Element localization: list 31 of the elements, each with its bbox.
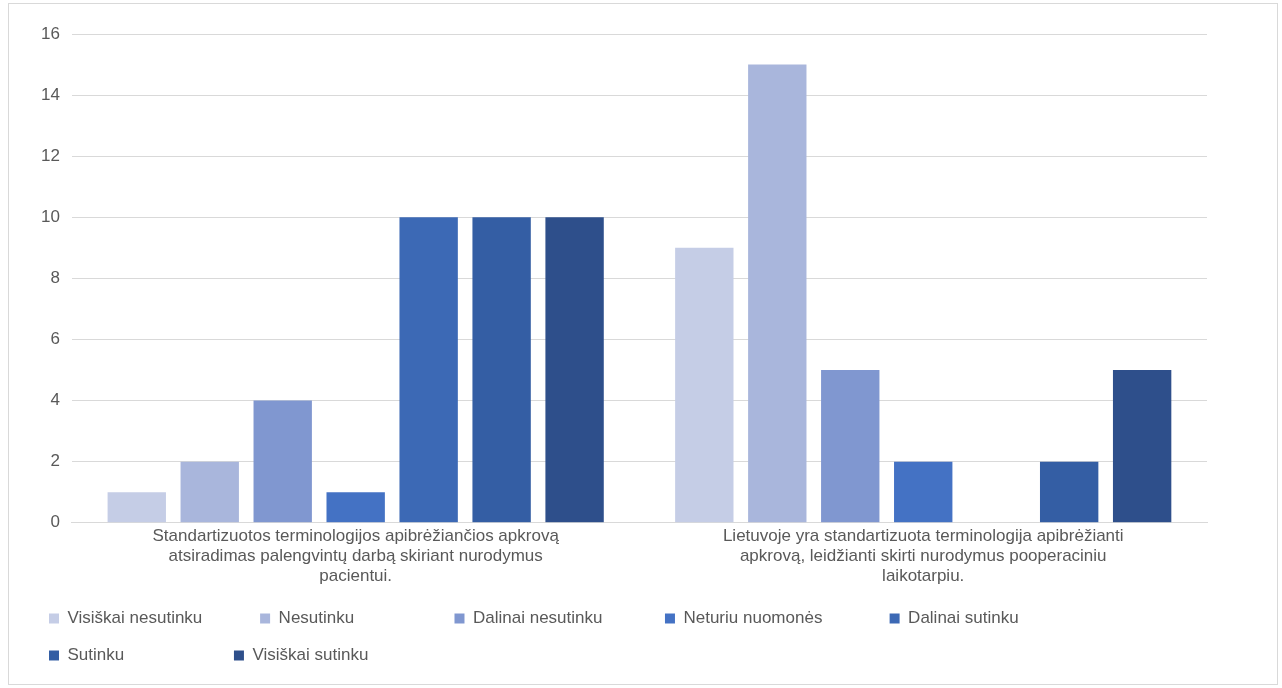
legend-label: Dalinai nesutinku [472,608,645,628]
bar [253,400,312,523]
y-tick-label: 16 [40,23,60,43]
bar [748,64,807,523]
y-tick-label: 0 [50,512,60,532]
y-tick-label: 4 [50,390,60,410]
y-tick-label: 10 [40,206,60,226]
legend-label: Dalinai sutinku [908,608,1071,628]
bar [675,247,734,523]
bar [1039,461,1099,523]
legend-label: Nesutinku [278,608,435,628]
y-tick-label: 14 [40,84,60,104]
bar [107,492,166,523]
bar [1112,370,1172,523]
y-tick-label: 8 [50,268,60,288]
y-tick-label: 12 [40,145,60,165]
legend-label: Sutinku [67,645,214,665]
bar [326,492,385,523]
bar [399,217,458,523]
legend-label: Visiškai nesutinku [67,608,241,628]
y-tick-label: 6 [50,329,60,349]
legend-label: Neturiu nuomonės [683,608,870,628]
bar [180,461,239,523]
y-tick-label: 2 [50,451,60,471]
legend-label: Visiškai sutinku [252,645,416,665]
bar [894,461,953,523]
bar [472,217,531,523]
x-tick-label: Standartizuotos terminologijos apibrėžiančios apkrovą atsiradimas palengvintų darbą skiriant nurodymus pacientui. [152,525,560,586]
x-tick-label: Lietuvoje yra standartizuota terminologija apibrėžianti apkrovą, leidžianti skirti nurodymus pooperaciniu laikotarpiu. [722,525,1124,586]
bar [821,370,880,523]
bar [545,217,604,523]
